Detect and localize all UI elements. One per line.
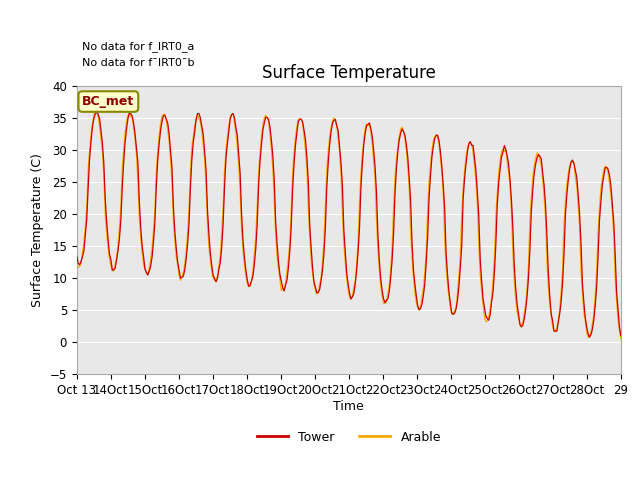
- Title: Surface Temperature: Surface Temperature: [262, 64, 436, 82]
- X-axis label: Time: Time: [333, 400, 364, 413]
- Text: BC_met: BC_met: [82, 95, 134, 108]
- Text: No data for f_IRT0_a: No data for f_IRT0_a: [82, 41, 195, 52]
- Text: No data for f¯IRT0¯b: No data for f¯IRT0¯b: [82, 58, 195, 68]
- Legend: Tower, Arable: Tower, Arable: [252, 426, 446, 449]
- Y-axis label: Surface Temperature (C): Surface Temperature (C): [31, 154, 44, 307]
